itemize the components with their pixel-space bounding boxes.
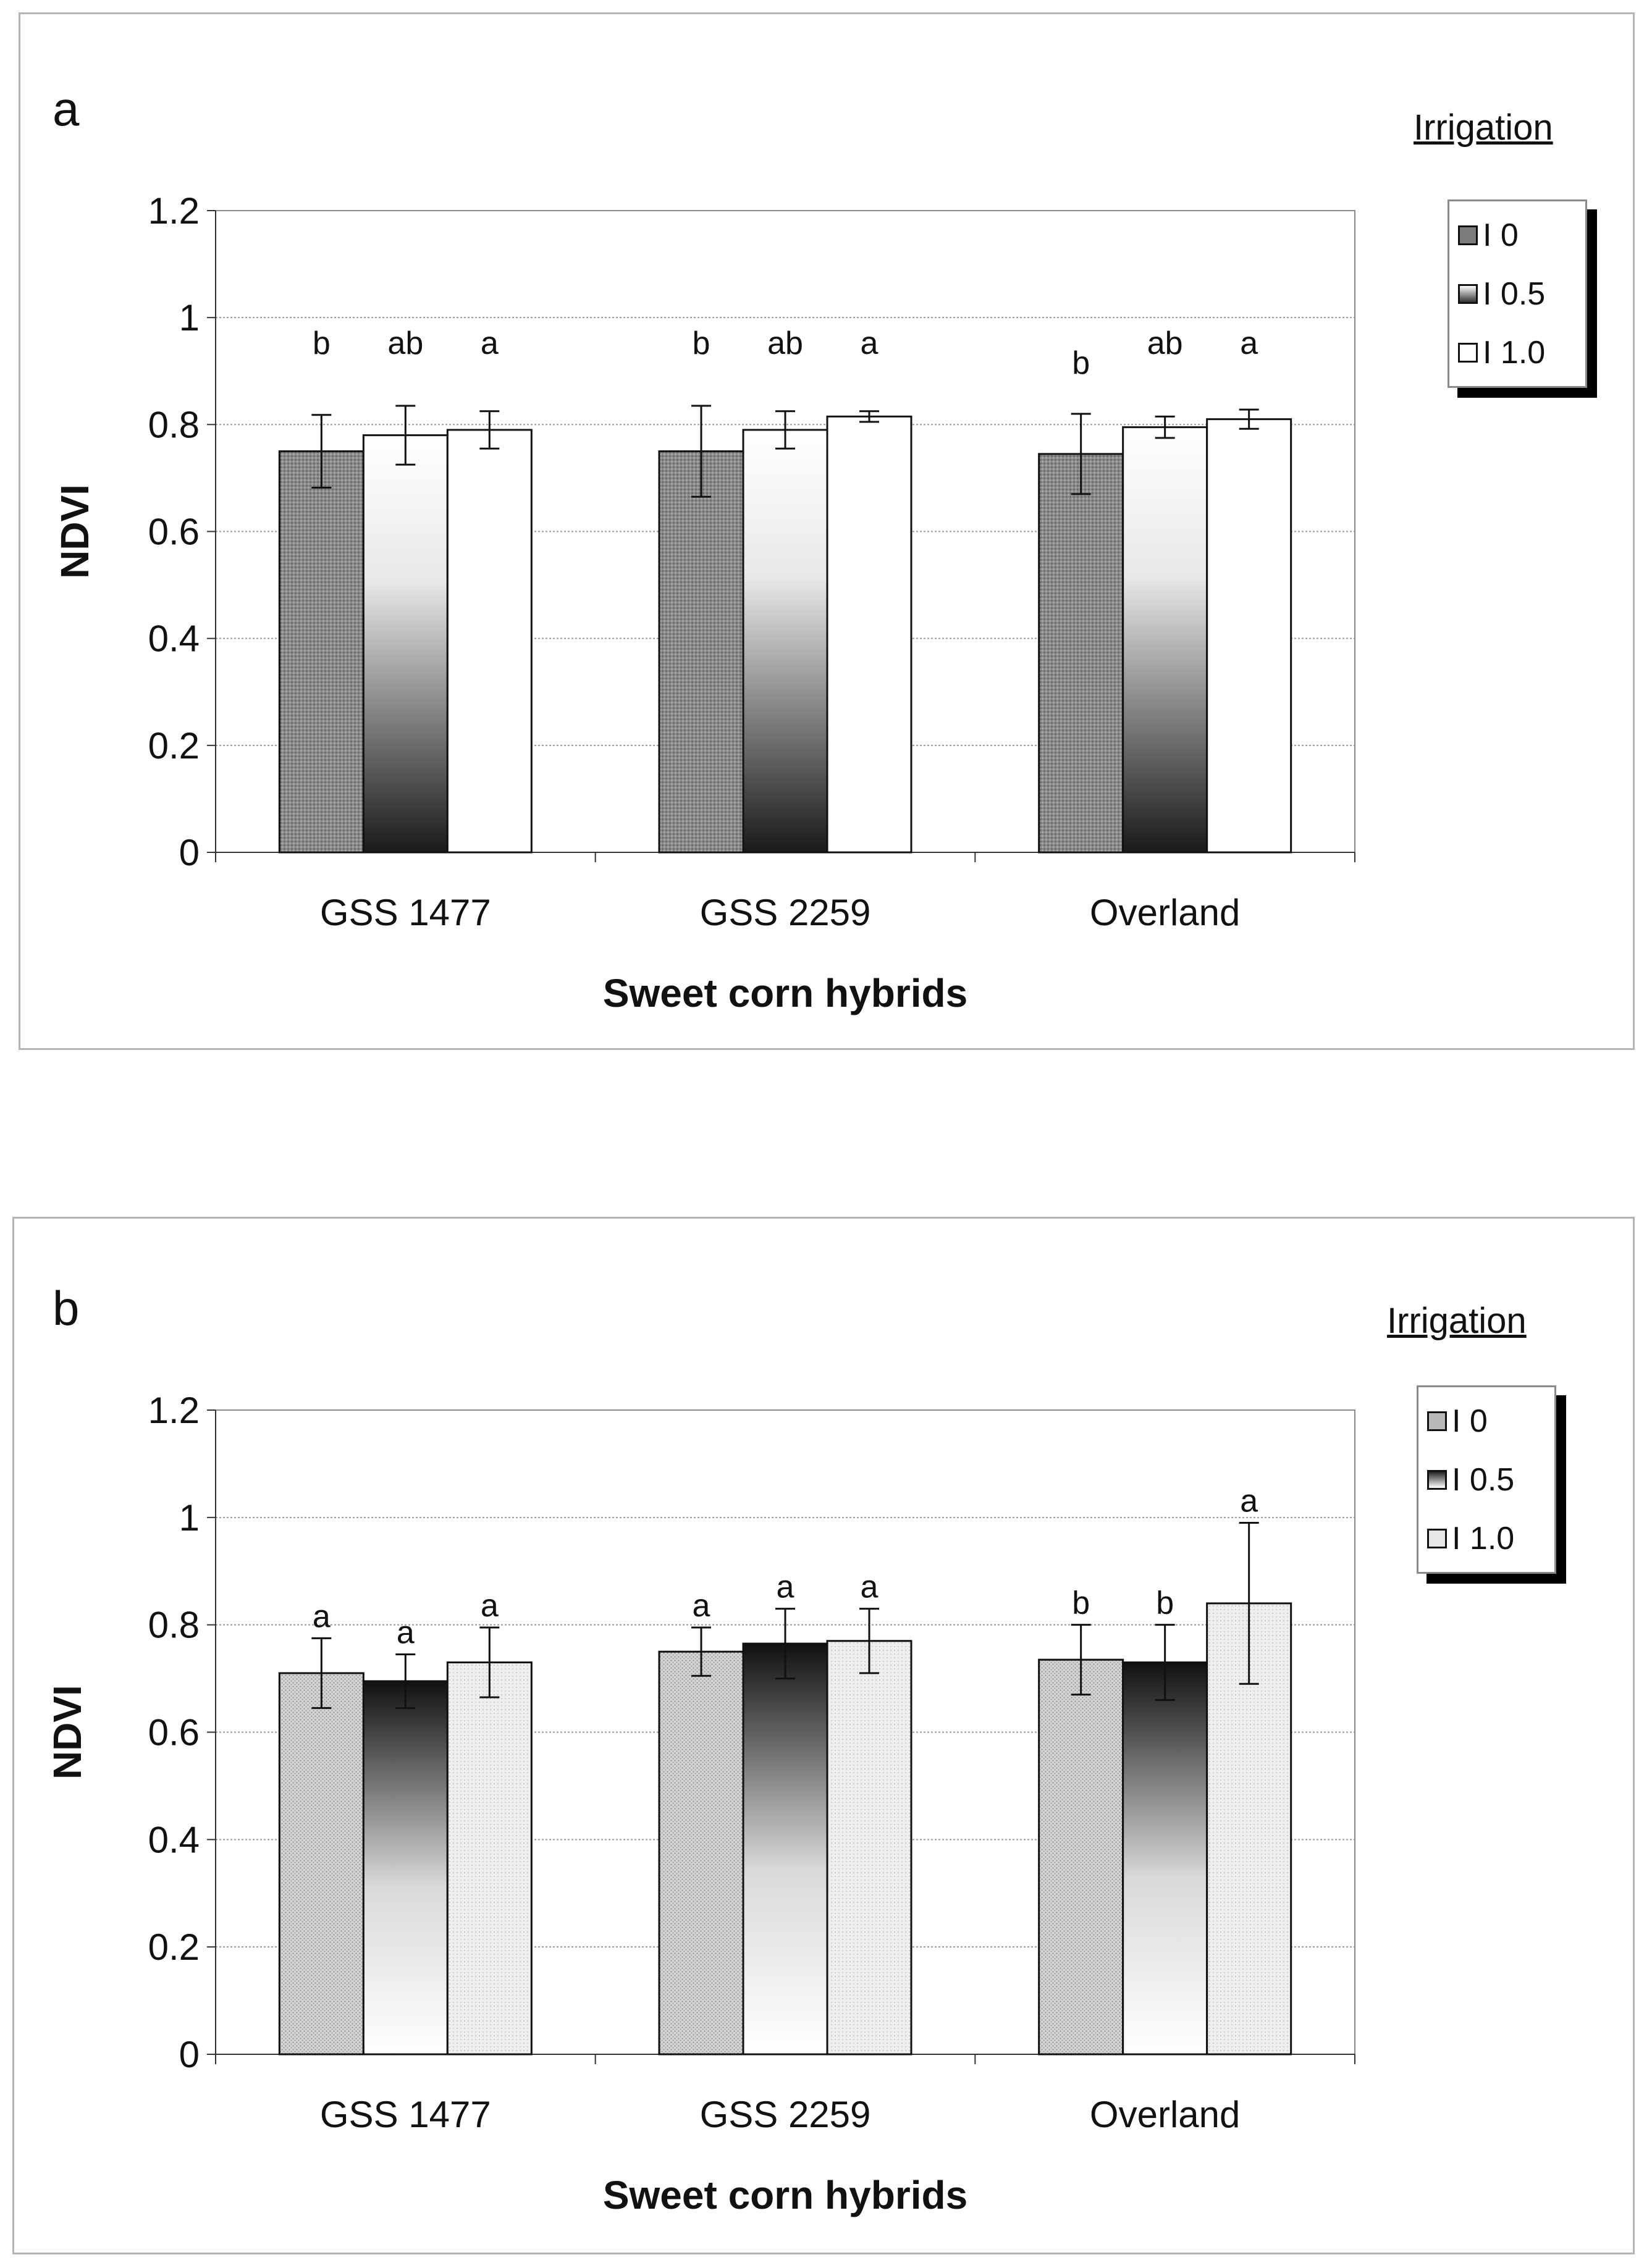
legend-swatch-i0 [1458,225,1478,245]
y-tick-label: 0.6 [148,1712,200,1754]
y-tick-label: 0.2 [148,1926,200,1968]
legend-swatch-i05 [1458,284,1478,304]
legend-swatch-i10 [1427,1529,1447,1548]
y-tick-label: 0 [179,2034,200,2075]
legend-entry: I 0 [1458,214,1519,257]
legend-entry: I 0.5 [1427,1458,1514,1502]
significance-letter: b [1072,345,1090,381]
legend-label: I 1.0 [1452,1521,1515,1556]
legend-entry: I 1.0 [1427,1517,1514,1560]
legend: I 0 I 0.5 I 1.0 [1417,1385,1556,1574]
category-label: GSS 1477 [320,2094,491,2135]
bar [446,1661,533,2056]
bar [362,434,449,854]
significance-letter: a [397,1615,415,1650]
bar [1122,426,1208,854]
legend-swatch-i10 [1458,343,1478,363]
category-label: Overland [1090,2094,1240,2135]
x-axis-title: Sweet corn hybrids [603,2173,967,2217]
significance-letter: a [481,326,499,361]
category-label: GSS 2259 [700,2094,871,2135]
category-label: Overland [1090,892,1240,933]
panel-label: b [53,1281,80,1335]
y-tick-label: 0 [179,832,200,873]
significance-letter: ab [767,326,803,361]
panel-label: a [53,82,80,136]
significance-letter: b [693,326,710,361]
bar [362,1680,449,2056]
legend-label: I 0.5 [1452,1462,1515,1498]
legend-label: I 1.0 [1483,335,1546,371]
legend-swatch-i0 [1427,1411,1447,1431]
bar [742,1642,828,2056]
y-tick-label: 0.8 [148,404,200,445]
bar [278,450,365,854]
significance-letter: a [313,1598,331,1634]
legend: I 0 I 0.5 I 1.0 [1448,200,1587,388]
bar [658,1650,744,2056]
bar [1038,453,1124,854]
category-label: GSS 1477 [320,892,491,933]
significance-letter: ab [387,326,423,361]
bar [1122,1661,1208,2056]
y-tick-label: 1.2 [148,1390,200,1431]
bar [446,429,533,854]
bar-chart-b: 0 0.2 0.4 0.6 0.8 1 1.2 a a a GSS 1477 a a a GSS 2259 b… [45,1390,1355,2217]
bar [1206,418,1292,854]
significance-letter: a [1240,326,1258,361]
bar [1038,1658,1124,2056]
legend-label: I 0.5 [1483,276,1546,312]
significance-letter: a [861,1569,879,1605]
bar [278,1672,365,2056]
legend-entry: I 0.5 [1458,272,1545,316]
x-axis-title: Sweet corn hybrids [603,971,967,1015]
significance-letter: a [777,1569,794,1605]
chart-panel-b: b Irrigation I 0 I 0.5 I 1.0 0 0.2 0.4 0.6 0… [12,1217,1635,2254]
significance-letter: b [1156,1586,1174,1621]
y-tick-label: 0.2 [148,725,200,766]
y-tick-label: 0.6 [148,511,200,553]
significance-letter: a [861,326,879,361]
y-tick-label: 0.8 [148,1605,200,1646]
significance-letter: b [1072,1586,1090,1621]
significance-letter: a [693,1588,710,1624]
significance-letter: ab [1147,326,1183,361]
significance-letter: a [1240,1484,1258,1519]
y-tick-label: 0.4 [148,618,200,660]
legend-label: I 0 [1452,1403,1488,1439]
category-label: GSS 2259 [700,892,871,933]
bar [826,1640,912,2056]
bar [658,450,744,854]
y-tick-label: 1.2 [148,190,200,232]
bar [826,415,912,854]
y-tick-label: 1 [179,297,200,338]
chart-panel-a: a Irrigation I 0 I 0.5 I 1.0 0 0.2 0.4 0.6 0… [19,12,1635,1050]
significance-letter: a [481,1588,499,1624]
y-tick-label: 1 [179,1497,200,1539]
y-tick-label: 0.4 [148,1819,200,1860]
legend-title: Irrigation [1414,107,1553,148]
bar [742,429,828,854]
legend-title: Irrigation [1387,1301,1527,1341]
y-axis-title: NDVI [45,1685,90,1779]
legend-entry: I 1.0 [1458,331,1545,374]
legend-label: I 0 [1483,217,1519,253]
legend-entry: I 0 [1427,1400,1488,1443]
significance-letter: b [313,326,331,361]
legend-swatch-i05 [1427,1470,1447,1490]
y-axis-title: NDVI [53,484,97,579]
